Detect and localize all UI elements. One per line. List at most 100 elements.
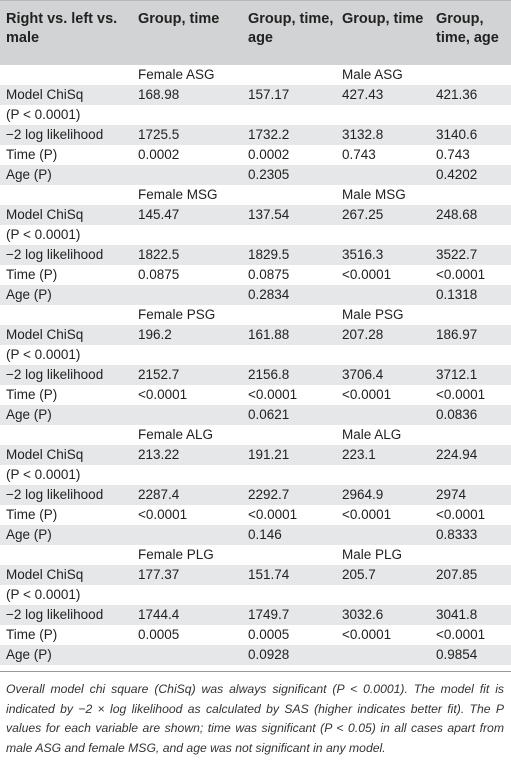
table-row: Model ChiSq 213.22 191.21 223.1 224.94 [0, 445, 511, 465]
table-row: Age (P) 0.0621 0.0836 [0, 405, 511, 425]
table-row: (P < 0.0001) [0, 585, 511, 605]
table-cell: 267.25 [342, 207, 384, 222]
row-label: Time (P) [6, 627, 58, 642]
table-cell: 0.2305 [248, 167, 290, 182]
table-cell: <0.0001 [436, 627, 486, 642]
table-row: (P < 0.0001) [0, 345, 511, 365]
row-label: Model ChiSq [6, 447, 84, 462]
table-cell: 0.743 [436, 147, 470, 162]
table-cell: 168.98 [138, 87, 180, 102]
table-cell: <0.0001 [138, 507, 188, 522]
row-label: Age (P) [6, 407, 52, 422]
table-cell: 3522.7 [436, 247, 478, 262]
row-label: Time (P) [6, 507, 58, 522]
row-label: Model ChiSq [6, 567, 84, 582]
table-cell: 207.85 [436, 567, 478, 582]
table-row: −2 log likelihood 1822.5 1829.5 3516.3 3522.… [0, 245, 511, 265]
table-cell: 2156.8 [248, 367, 290, 382]
table-cell: 1744.4 [138, 607, 180, 622]
table-footnote: Overall model chi square (ChiSq) was alw… [6, 682, 504, 755]
table-cell: 0.0875 [248, 267, 290, 282]
row-label: (P < 0.0001) [6, 107, 81, 122]
table-cell: <0.0001 [248, 387, 298, 402]
table-cell: <0.0001 [436, 387, 486, 402]
table-cell: 145.47 [138, 207, 180, 222]
table-cell: 157.17 [248, 87, 290, 102]
table-cell: 0.0002 [138, 147, 180, 162]
table-cell: 0.0875 [138, 267, 180, 282]
row-label: −2 log likelihood [6, 487, 104, 502]
table-cell: 0.0002 [248, 147, 290, 162]
table-row: (P < 0.0001) [0, 105, 511, 125]
group-label-row: Female ASG Male ASG [0, 65, 511, 85]
table-cell: <0.0001 [436, 507, 486, 522]
table-cell: 186.97 [436, 327, 478, 342]
table-cell: 191.21 [248, 447, 290, 462]
table-row: Age (P) 0.2834 0.1318 [0, 285, 511, 305]
table-cell: 0.8333 [436, 527, 478, 542]
table-cell: 0.2834 [248, 287, 290, 302]
row-label: (P < 0.0001) [6, 467, 81, 482]
table-cell: 1725.5 [138, 127, 180, 142]
table-cell: <0.0001 [248, 507, 298, 522]
table-body: Female ASG Male ASG Model ChiSq 168.98 157.1… [0, 65, 511, 665]
female-group-label: Female PSG [138, 307, 216, 322]
group-label-row: Female PLG Male PLG [0, 545, 511, 565]
row-label: Model ChiSq [6, 87, 84, 102]
row-label: (P < 0.0001) [6, 587, 81, 602]
table-cell: 151.74 [248, 567, 290, 582]
table-cell: 0.0005 [138, 627, 180, 642]
row-label: (P < 0.0001) [6, 227, 81, 242]
table-cell: 3706.4 [342, 367, 384, 382]
group-label-row: Female ALG Male ALG [0, 425, 511, 445]
male-group-label: Male PLG [342, 547, 403, 562]
table-cell: 223.1 [342, 447, 376, 462]
male-group-label: Male ASG [342, 67, 403, 82]
row-label: Age (P) [6, 167, 52, 182]
table-cell: 0.9854 [436, 647, 478, 662]
table-cell: 213.22 [138, 447, 180, 462]
table-cell: 2287.4 [138, 487, 180, 502]
table-cell: 2974 [436, 487, 467, 502]
table-cell: 177.37 [138, 567, 180, 582]
table-row: Time (P) 0.0005 0.0005 <0.0001 <0.0001 [0, 625, 511, 645]
table-row: Model ChiSq 196.2 161.88 207.28 186.97 [0, 325, 511, 345]
row-label: −2 log likelihood [6, 367, 104, 382]
row-label: Age (P) [6, 527, 52, 542]
table-cell: 1822.5 [138, 247, 180, 262]
table-cell: 2292.7 [248, 487, 290, 502]
table-cell: <0.0001 [342, 627, 392, 642]
female-group-label: Female ASG [138, 67, 215, 82]
table-cell: 0.743 [342, 147, 376, 162]
group-label-row: Female MSG Male MSG [0, 185, 511, 205]
table-cell: 1829.5 [248, 247, 290, 262]
group-label-row: Female PSG Male PSG [0, 305, 511, 325]
table-row: Time (P) 0.0875 0.0875 <0.0001 <0.0001 [0, 265, 511, 285]
table-cell: 427.43 [342, 87, 384, 102]
row-label: Model ChiSq [6, 207, 84, 222]
table-cell: 0.146 [248, 527, 282, 542]
table-row: Age (P) 0.2305 0.4202 [0, 165, 511, 185]
table-row: Time (P) <0.0001 <0.0001 <0.0001 <0.0001 [0, 385, 511, 405]
table-cell: 3041.8 [436, 607, 478, 622]
table-cell: <0.0001 [342, 267, 392, 282]
male-group-label: Male ALG [342, 427, 402, 442]
table-row: Model ChiSq 168.98 157.17 427.43 421.36 [0, 85, 511, 105]
table-cell: 421.36 [436, 87, 478, 102]
table-header: Right vs. left vs. male Group, time Grou… [0, 0, 511, 65]
table-cell: <0.0001 [342, 387, 392, 402]
table-row: Age (P) 0.146 0.8333 [0, 525, 511, 545]
table-row: (P < 0.0001) [0, 225, 511, 245]
table-row: −2 log likelihood 2152.7 2156.8 3706.4 3712.… [0, 365, 511, 385]
table-cell: 205.7 [342, 567, 376, 582]
table-cell: 3032.6 [342, 607, 384, 622]
table-cell: 196.2 [138, 327, 172, 342]
table-cell: 3516.3 [342, 247, 384, 262]
header-row-label: Right vs. left vs. male [6, 11, 118, 46]
table-cell: 3712.1 [436, 367, 478, 382]
table-row: −2 log likelihood 1725.5 1732.2 3132.8 3140.… [0, 125, 511, 145]
row-label: Time (P) [6, 267, 58, 282]
table-cell: 0.0928 [248, 647, 290, 662]
table-cell: 207.28 [342, 327, 384, 342]
row-label: −2 log likelihood [6, 607, 104, 622]
